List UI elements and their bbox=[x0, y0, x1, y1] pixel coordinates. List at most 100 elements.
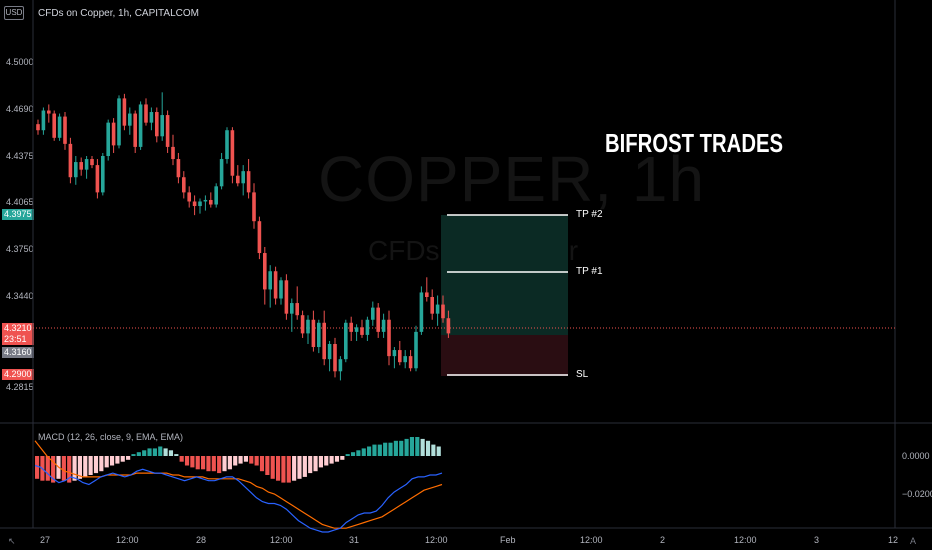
candle-body bbox=[279, 280, 283, 299]
candle-body bbox=[376, 307, 380, 332]
time-axis-label: 2 bbox=[660, 535, 666, 545]
candle-body bbox=[138, 104, 143, 147]
macd-axis-label: −0.0200 bbox=[902, 489, 932, 499]
candle-body bbox=[414, 331, 418, 369]
macd-histogram-bar bbox=[72, 456, 77, 481]
candle-body bbox=[408, 356, 413, 369]
candle-body bbox=[155, 112, 159, 137]
candle-body bbox=[273, 271, 278, 299]
candle-body bbox=[300, 315, 305, 334]
macd-histogram-bar bbox=[415, 437, 420, 456]
macd-group bbox=[34, 437, 443, 533]
tp2-label: TP #2 bbox=[576, 209, 603, 220]
macd-histogram-bar bbox=[431, 444, 436, 456]
candle-body bbox=[263, 253, 267, 290]
macd-histogram-bar bbox=[142, 450, 147, 456]
price-axis-label: 4.4065 bbox=[6, 197, 34, 207]
candle-body bbox=[219, 159, 224, 187]
candle-body bbox=[122, 98, 127, 126]
candle-body bbox=[57, 116, 62, 138]
candle-body bbox=[90, 159, 94, 166]
candle-body bbox=[268, 271, 272, 290]
candle-body bbox=[106, 122, 110, 156]
macd-histogram-bar bbox=[383, 442, 388, 456]
candle-body bbox=[63, 116, 67, 144]
candle-body bbox=[192, 201, 197, 207]
candle-body bbox=[214, 186, 218, 205]
candle-body bbox=[338, 359, 343, 372]
macd-histogram-bar bbox=[270, 456, 275, 479]
candle-body bbox=[371, 307, 375, 320]
macd-histogram-bar bbox=[404, 438, 409, 456]
macd-histogram-bar bbox=[345, 454, 350, 456]
macd-histogram-bar bbox=[356, 450, 361, 456]
macd-indicator-label[interactable]: MACD (12, 26, close, 9, EMA, EMA) bbox=[38, 432, 184, 442]
price-axis-label: 4.4375 bbox=[6, 151, 34, 161]
candle-body bbox=[446, 318, 451, 334]
macd-histogram-bar bbox=[420, 438, 425, 456]
candle-body bbox=[79, 162, 83, 170]
candle-body bbox=[47, 110, 51, 114]
macd-histogram-bar bbox=[201, 456, 206, 470]
macd-histogram-bar bbox=[388, 442, 393, 456]
macd-histogram-bar bbox=[77, 456, 82, 479]
macd-histogram-bar bbox=[275, 456, 281, 481]
candle-body bbox=[117, 98, 121, 146]
macd-histogram-bar bbox=[297, 456, 302, 479]
entry-price-tag: 4.3160 bbox=[2, 347, 34, 358]
time-axis-label: 3 bbox=[814, 535, 820, 545]
macd-histogram-bar bbox=[399, 440, 404, 456]
time-axis-label: Feb bbox=[500, 535, 516, 545]
macd-histogram-bar bbox=[318, 456, 323, 468]
macd-histogram-bar bbox=[184, 456, 190, 466]
candle-body bbox=[171, 146, 175, 160]
tp1-label: TP #1 bbox=[576, 266, 603, 277]
candle-body bbox=[149, 112, 154, 123]
candle-body bbox=[392, 350, 397, 357]
macd-histogram-bar bbox=[238, 456, 243, 464]
chart-title[interactable]: CFDs on Copper, 1h, CAPITALCOM bbox=[38, 8, 199, 19]
candle-body bbox=[365, 319, 370, 335]
macd-histogram-bar bbox=[131, 454, 136, 456]
time-axis-label: 31 bbox=[349, 535, 360, 545]
auto-scale-icon[interactable]: A bbox=[910, 536, 917, 546]
candle-body bbox=[225, 130, 229, 160]
candle-body bbox=[435, 304, 440, 314]
candle-body bbox=[128, 113, 132, 126]
macd-histogram-bar bbox=[340, 456, 345, 460]
candle-body bbox=[230, 130, 235, 176]
candle-body bbox=[144, 104, 148, 123]
currency-selector[interactable]: USD bbox=[4, 6, 24, 20]
macd-histogram-bar bbox=[35, 456, 40, 479]
macd-histogram-bar bbox=[286, 456, 291, 483]
brand-text: BIFROST TRADES bbox=[605, 128, 784, 158]
macd-histogram-bar bbox=[104, 456, 109, 468]
macd-histogram-bar bbox=[136, 452, 141, 456]
macd-axis-label: 0.0000 bbox=[902, 451, 930, 461]
candle-body bbox=[209, 199, 213, 205]
timezone-icon[interactable]: ↖ bbox=[8, 536, 16, 546]
macd-histogram-bar bbox=[249, 456, 254, 464]
candle-body bbox=[198, 201, 202, 207]
macd-histogram-bar bbox=[67, 456, 72, 483]
sl-label: SL bbox=[576, 369, 589, 380]
candle-body bbox=[257, 221, 262, 254]
candle-body bbox=[344, 322, 348, 360]
stop-zone bbox=[441, 335, 568, 376]
macd-histogram-bar bbox=[259, 456, 265, 472]
macd-line bbox=[34, 464, 443, 533]
candle-body bbox=[425, 292, 429, 297]
macd-histogram-bar bbox=[168, 450, 174, 456]
candle-body bbox=[398, 350, 402, 363]
candle-body bbox=[41, 110, 46, 131]
macd-histogram-bar bbox=[243, 456, 249, 462]
candle-body bbox=[387, 319, 391, 357]
macd-histogram-bar bbox=[109, 456, 115, 466]
candle-body bbox=[295, 303, 299, 316]
time-axis-label: 12:00 bbox=[425, 535, 448, 545]
candle-body bbox=[74, 162, 78, 178]
candle-body bbox=[246, 171, 251, 193]
candle-body bbox=[317, 322, 321, 348]
macd-histogram-bar bbox=[179, 456, 184, 462]
